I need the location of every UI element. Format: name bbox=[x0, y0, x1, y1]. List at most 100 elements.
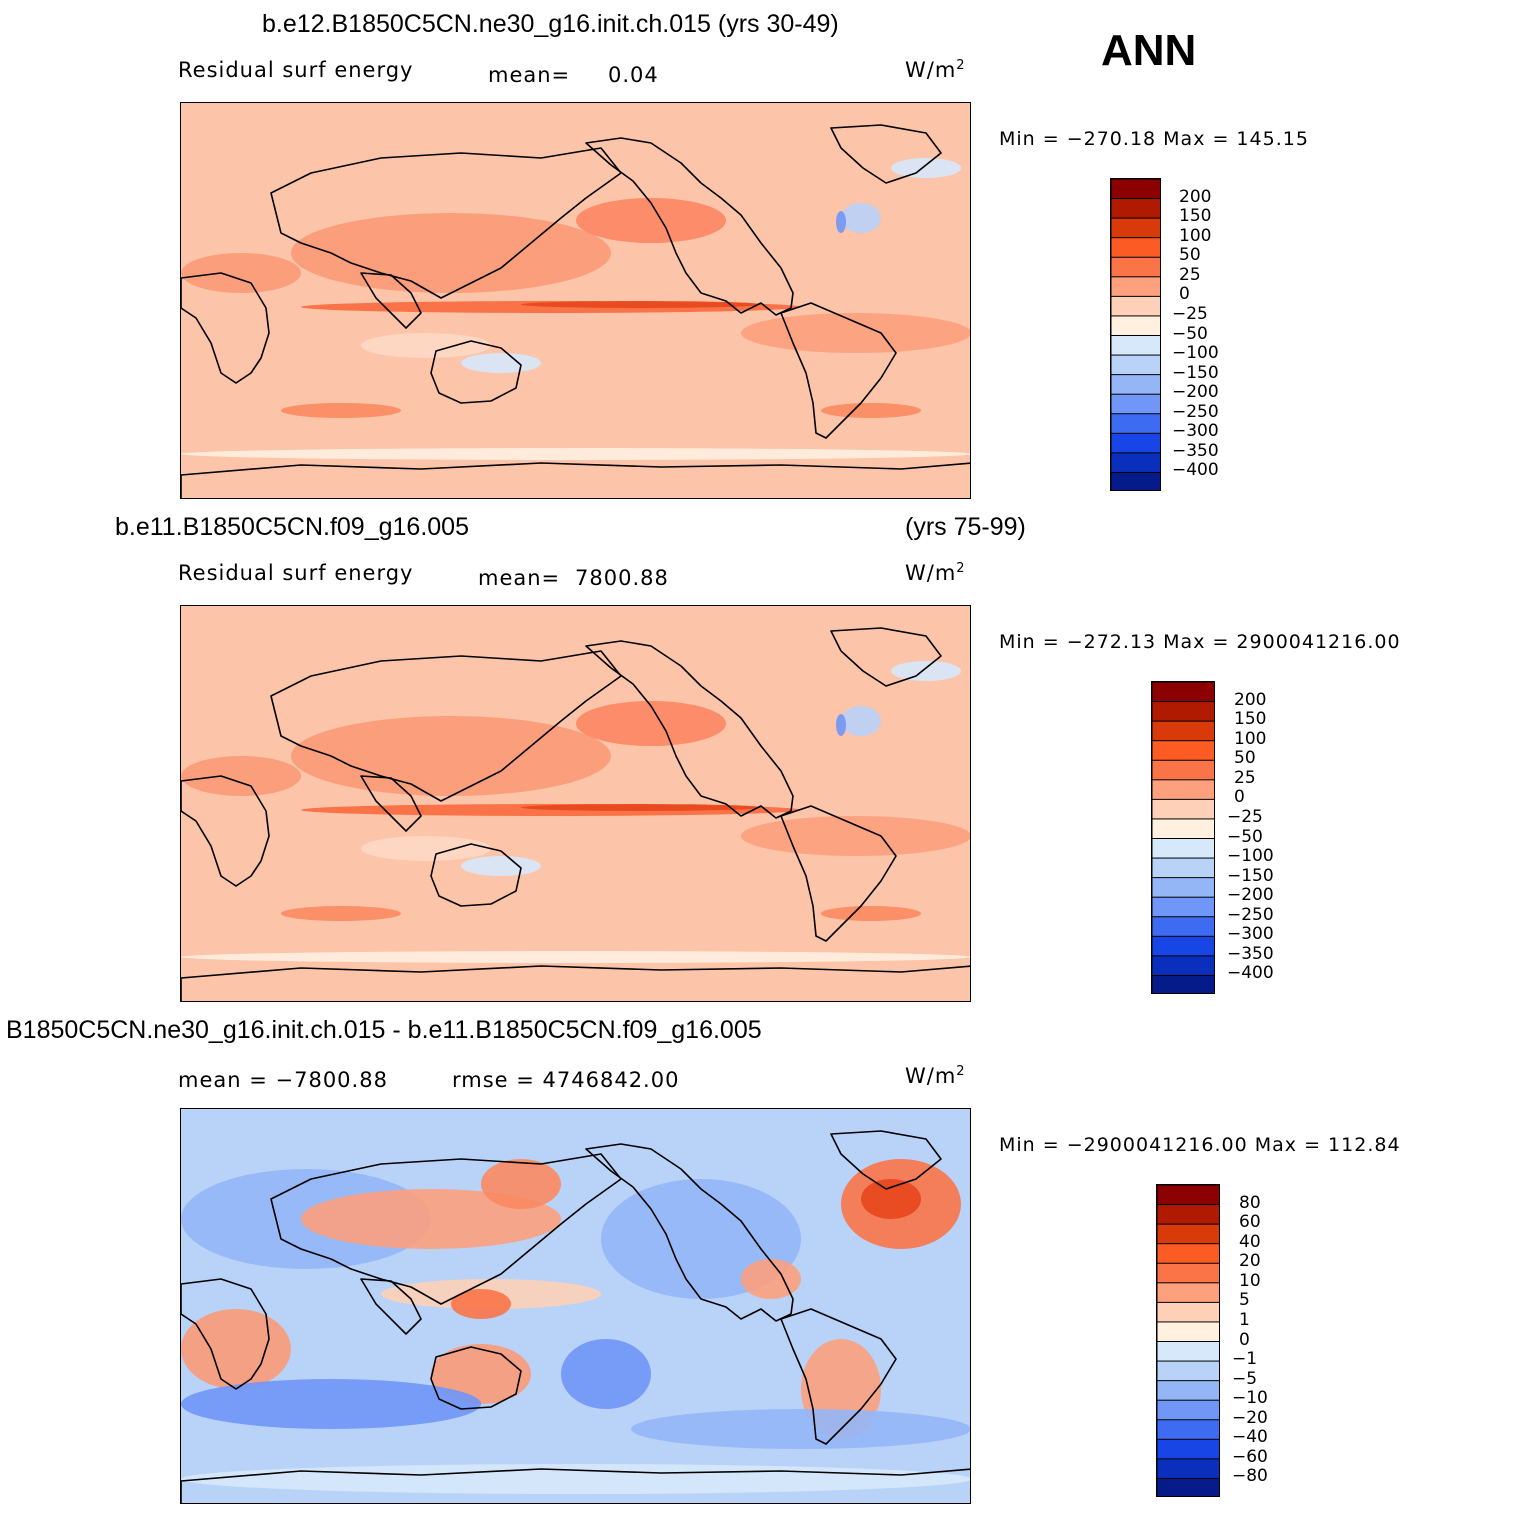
coastline bbox=[780, 805, 897, 942]
colorbar-level-label: 100 bbox=[1234, 728, 1267, 749]
colorbar-swatch bbox=[1111, 471, 1160, 490]
colorbar-swatch bbox=[1157, 1243, 1219, 1265]
panel2-years: (yrs 75-99) bbox=[905, 513, 1026, 541]
map-contour-region bbox=[521, 301, 761, 308]
coastline bbox=[430, 1346, 522, 1410]
units-exponent: 2 bbox=[956, 1064, 966, 1079]
colorbar-level-label: 25 bbox=[1179, 264, 1201, 285]
colorbar-swatch bbox=[1152, 682, 1214, 703]
map-contour-region bbox=[841, 203, 881, 233]
colorbar-level-label: −400 bbox=[1172, 460, 1219, 481]
colorbar-swatch bbox=[1111, 276, 1160, 298]
map-contour-region bbox=[181, 253, 301, 293]
units-exponent: 2 bbox=[956, 58, 966, 73]
colorbar-level-label: −100 bbox=[1227, 846, 1274, 867]
panel2-minmax: Min = −272.13 Max = 2900041216.00 bbox=[999, 631, 1401, 653]
colorbar-swatch bbox=[1152, 857, 1214, 879]
colorbar-swatch bbox=[1111, 315, 1160, 337]
colorbar-swatch bbox=[1157, 1380, 1219, 1402]
colorbar-swatch bbox=[1111, 393, 1160, 415]
map-contour-region bbox=[291, 213, 611, 293]
coastline bbox=[585, 137, 794, 316]
map-contour-region bbox=[576, 198, 726, 243]
coastline bbox=[360, 775, 422, 832]
colorbar-swatch bbox=[1157, 1341, 1219, 1363]
map-contour-region bbox=[841, 706, 881, 736]
colorbar-swatch bbox=[1111, 198, 1160, 220]
map-contour-region bbox=[891, 661, 961, 681]
coastline bbox=[585, 640, 794, 819]
units-exponent: 2 bbox=[956, 561, 966, 576]
colorbar-level-label: −80 bbox=[1232, 1466, 1268, 1487]
colorbar-level-label: −200 bbox=[1227, 885, 1274, 906]
coastline bbox=[181, 1468, 970, 1503]
colorbar-level-label: −100 bbox=[1172, 343, 1219, 364]
map-contour-region bbox=[291, 716, 611, 796]
map-contour-region bbox=[181, 1379, 481, 1429]
map-contour-region bbox=[741, 313, 970, 353]
panel1-title: b.e12.B1850C5CN.ne30_g16.init.ch.015 (yr… bbox=[262, 10, 839, 38]
colorbar-level-label: 80 bbox=[1239, 1192, 1261, 1213]
colorbar-level-label: −25 bbox=[1172, 303, 1208, 324]
colorbar-swatch bbox=[1157, 1360, 1219, 1382]
coastline bbox=[270, 1153, 622, 1305]
colorbar-swatch bbox=[1157, 1477, 1219, 1496]
map-contour-region bbox=[821, 906, 921, 921]
colorbar-swatch bbox=[1111, 432, 1160, 454]
map-contour-region bbox=[181, 756, 301, 796]
panel3-mean: mean = −7800.88 bbox=[178, 1068, 388, 1092]
map-contour-region bbox=[281, 403, 401, 418]
colorbar-swatch bbox=[1157, 1204, 1219, 1226]
colorbar-level-label: 0 bbox=[1234, 787, 1245, 808]
coastline bbox=[585, 1143, 794, 1322]
map-contour-region bbox=[301, 1189, 561, 1249]
colorbar-1 bbox=[1110, 178, 1161, 491]
colorbar-swatch bbox=[1111, 179, 1160, 200]
colorbar-swatch bbox=[1111, 335, 1160, 357]
colorbar-level-label: 20 bbox=[1239, 1251, 1261, 1272]
coastline bbox=[181, 965, 970, 1001]
colorbar-level-label: 200 bbox=[1179, 186, 1212, 207]
coastline bbox=[181, 1278, 270, 1390]
panel3-title: B1850C5CN.ne30_g16.init.ch.015 - b.e11.B… bbox=[6, 1016, 762, 1044]
map-panel-2 bbox=[180, 605, 971, 1002]
map-contour-region bbox=[181, 1309, 291, 1389]
map-panel-3 bbox=[180, 1108, 971, 1504]
panel2-mean-label: mean= bbox=[478, 566, 561, 590]
panel3-rmse: rmse = 4746842.00 bbox=[452, 1068, 680, 1092]
panel1-variable: Residual surf energy bbox=[178, 58, 414, 82]
colorbar-level-label: −250 bbox=[1227, 904, 1274, 925]
colorbar-swatch bbox=[1152, 935, 1214, 957]
map-contour-region bbox=[821, 403, 921, 418]
colorbar-level-label: −150 bbox=[1172, 362, 1219, 383]
colorbar-level-label: −60 bbox=[1232, 1446, 1268, 1467]
colorbar-swatch bbox=[1157, 1301, 1219, 1323]
colorbar-level-label: −200 bbox=[1172, 382, 1219, 403]
panel1-mean-value: 0.04 bbox=[608, 63, 659, 87]
panel2-variable: Residual surf energy bbox=[178, 561, 414, 585]
colorbar-level-label: −300 bbox=[1227, 924, 1274, 945]
map-panel-1 bbox=[180, 102, 971, 499]
map-contour-region bbox=[741, 1259, 801, 1299]
colorbar-swatch bbox=[1152, 779, 1214, 801]
map-contour-region bbox=[481, 1159, 561, 1209]
map-contour-region bbox=[521, 804, 761, 811]
colorbar-level-label: −150 bbox=[1227, 865, 1274, 886]
map-contour-region bbox=[891, 158, 961, 178]
map-contour-region bbox=[361, 836, 491, 861]
colorbar-swatch bbox=[1152, 759, 1214, 781]
panel3-minmax: Min = −2900041216.00 Max = 112.84 bbox=[999, 1134, 1401, 1156]
season-label: ANN bbox=[1101, 26, 1197, 75]
colorbar-level-label: 0 bbox=[1239, 1329, 1250, 1350]
panel1-minmax: Min = −270.18 Max = 145.15 bbox=[999, 128, 1309, 150]
colorbar-swatch bbox=[1157, 1419, 1219, 1441]
colorbar-swatch bbox=[1157, 1282, 1219, 1304]
colorbar-swatch bbox=[1157, 1438, 1219, 1460]
colorbar-swatch bbox=[1111, 413, 1160, 435]
panel1-units: W/m2 bbox=[905, 58, 966, 82]
colorbar-swatch bbox=[1111, 217, 1160, 239]
colorbar-level-label: 100 bbox=[1179, 225, 1212, 246]
colorbar-level-label: −20 bbox=[1232, 1407, 1268, 1428]
panel3-units: W/m2 bbox=[905, 1064, 966, 1088]
map-contour-region bbox=[181, 951, 970, 963]
